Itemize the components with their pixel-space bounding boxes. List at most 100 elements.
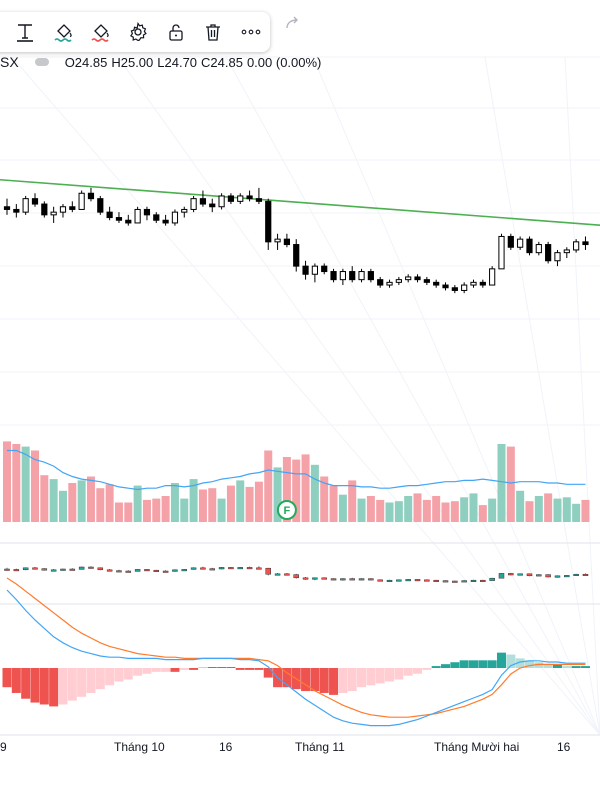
- candle: [498, 235, 505, 270]
- macd-histogram-bar: [552, 664, 562, 668]
- x-axis-label: 9: [0, 740, 7, 754]
- macd-histogram-bar: [571, 666, 581, 668]
- candle: [143, 208, 151, 216]
- volume-bar: [40, 475, 49, 522]
- candle: [386, 281, 393, 286]
- macd-histogram-bar: [170, 668, 180, 672]
- indicator-candle: [69, 568, 76, 571]
- collapse-toggle[interactable]: [34, 58, 49, 66]
- volume-bar: [329, 485, 338, 522]
- candle: [50, 211, 57, 216]
- volume-bar: [376, 499, 385, 522]
- volume-bar: [282, 457, 291, 522]
- macd-histogram-bar: [422, 668, 432, 670]
- candle: [451, 287, 458, 291]
- settings-button[interactable]: [119, 16, 157, 48]
- x-axis-label: 16: [557, 740, 571, 754]
- macd-histogram-bar: [235, 668, 245, 670]
- candle: [125, 219, 132, 224]
- indicator-candle: [181, 569, 188, 572]
- delete-button[interactable]: [195, 16, 233, 48]
- macd-histogram-bar: [487, 660, 497, 668]
- line-color-button[interactable]: [81, 16, 119, 48]
- candle: [489, 268, 496, 286]
- candle: [582, 241, 589, 246]
- volume-bar: [348, 480, 357, 522]
- macd-histogram-bar: [282, 668, 292, 688]
- volume-bar: [357, 498, 366, 522]
- indicator-candle: [405, 579, 411, 582]
- volume-bar: [161, 496, 170, 522]
- redo-icon[interactable]: [283, 13, 303, 33]
- macd-histogram-bar: [524, 660, 534, 668]
- candle: [321, 265, 328, 273]
- indicator-candle: [144, 569, 150, 572]
- volume-bar: [572, 503, 581, 522]
- volume-bar: [394, 501, 403, 522]
- lock-button[interactable]: [157, 16, 195, 48]
- volume-bar: [68, 483, 77, 522]
- macd-histogram-bar: [142, 668, 152, 674]
- candle: [246, 195, 253, 200]
- macd-histogram-bar: [580, 666, 590, 668]
- indicator-candle: [78, 566, 85, 570]
- indicator-candle: [13, 569, 20, 572]
- indicator-candle: [190, 567, 197, 570]
- macd-histogram-bar: [86, 668, 96, 693]
- macd-histogram-bar: [39, 668, 49, 705]
- macd-histogram-bar: [217, 667, 227, 668]
- x-axis-label: 16: [219, 740, 233, 754]
- more-button[interactable]: [232, 16, 270, 48]
- x-axis-label: Tháng 11: [295, 740, 345, 754]
- macd-histogram-bar: [394, 668, 404, 680]
- macd-histogram-bar: [226, 667, 236, 668]
- volume-bar: [189, 479, 198, 522]
- candle: [237, 195, 244, 202]
- volume-bar: [544, 493, 553, 522]
- candle: [302, 265, 309, 275]
- volume-bar: [497, 444, 506, 522]
- indicator-candle: [358, 578, 365, 581]
- indicator-candle: [442, 580, 449, 583]
- candle: [330, 271, 337, 281]
- indicator-candle: [573, 573, 579, 576]
- volume-bar: [264, 450, 273, 522]
- macd-histogram-bar: [254, 668, 264, 670]
- volume-bar: [3, 441, 11, 522]
- candle: [405, 276, 412, 281]
- candle: [87, 192, 95, 200]
- macd-histogram-bar: [357, 668, 367, 688]
- indicator-candle: [349, 578, 355, 581]
- symbol-label[interactable]: SX: [0, 54, 19, 70]
- macd-histogram-bar: [543, 664, 553, 668]
- candle: [461, 284, 468, 291]
- grid-line: [564, 56, 600, 736]
- low-value: L24.70: [157, 54, 198, 70]
- candle: [22, 198, 29, 213]
- grid-line: [11, 56, 600, 736]
- paint-bucket-icon: [54, 24, 72, 42]
- macd-histogram-bar: [515, 658, 525, 668]
- indicator-candle: [386, 579, 393, 582]
- macd-histogram-bar: [105, 668, 115, 686]
- fill-color-button[interactable]: [44, 16, 82, 48]
- grid-line: [117, 56, 600, 736]
- volume-bar: [525, 501, 534, 522]
- macd-histogram-bar: [133, 668, 143, 676]
- volume-bar: [30, 450, 39, 522]
- indicator-candle: [498, 573, 505, 579]
- indicator-candle: [564, 575, 570, 578]
- candle: [517, 238, 524, 248]
- text-tool-button[interactable]: [6, 16, 44, 48]
- macd-histogram-bar: [198, 667, 208, 668]
- candle: [69, 206, 76, 210]
- candle: [218, 195, 225, 208]
- macd-histogram-bar: [496, 652, 506, 668]
- macd-histogram-bar: [338, 668, 348, 693]
- volume-bar: [226, 485, 235, 522]
- volume-bar: [562, 497, 571, 522]
- candle: [395, 279, 402, 283]
- indicator-candle: [97, 567, 104, 571]
- indicator-candle: [470, 579, 477, 582]
